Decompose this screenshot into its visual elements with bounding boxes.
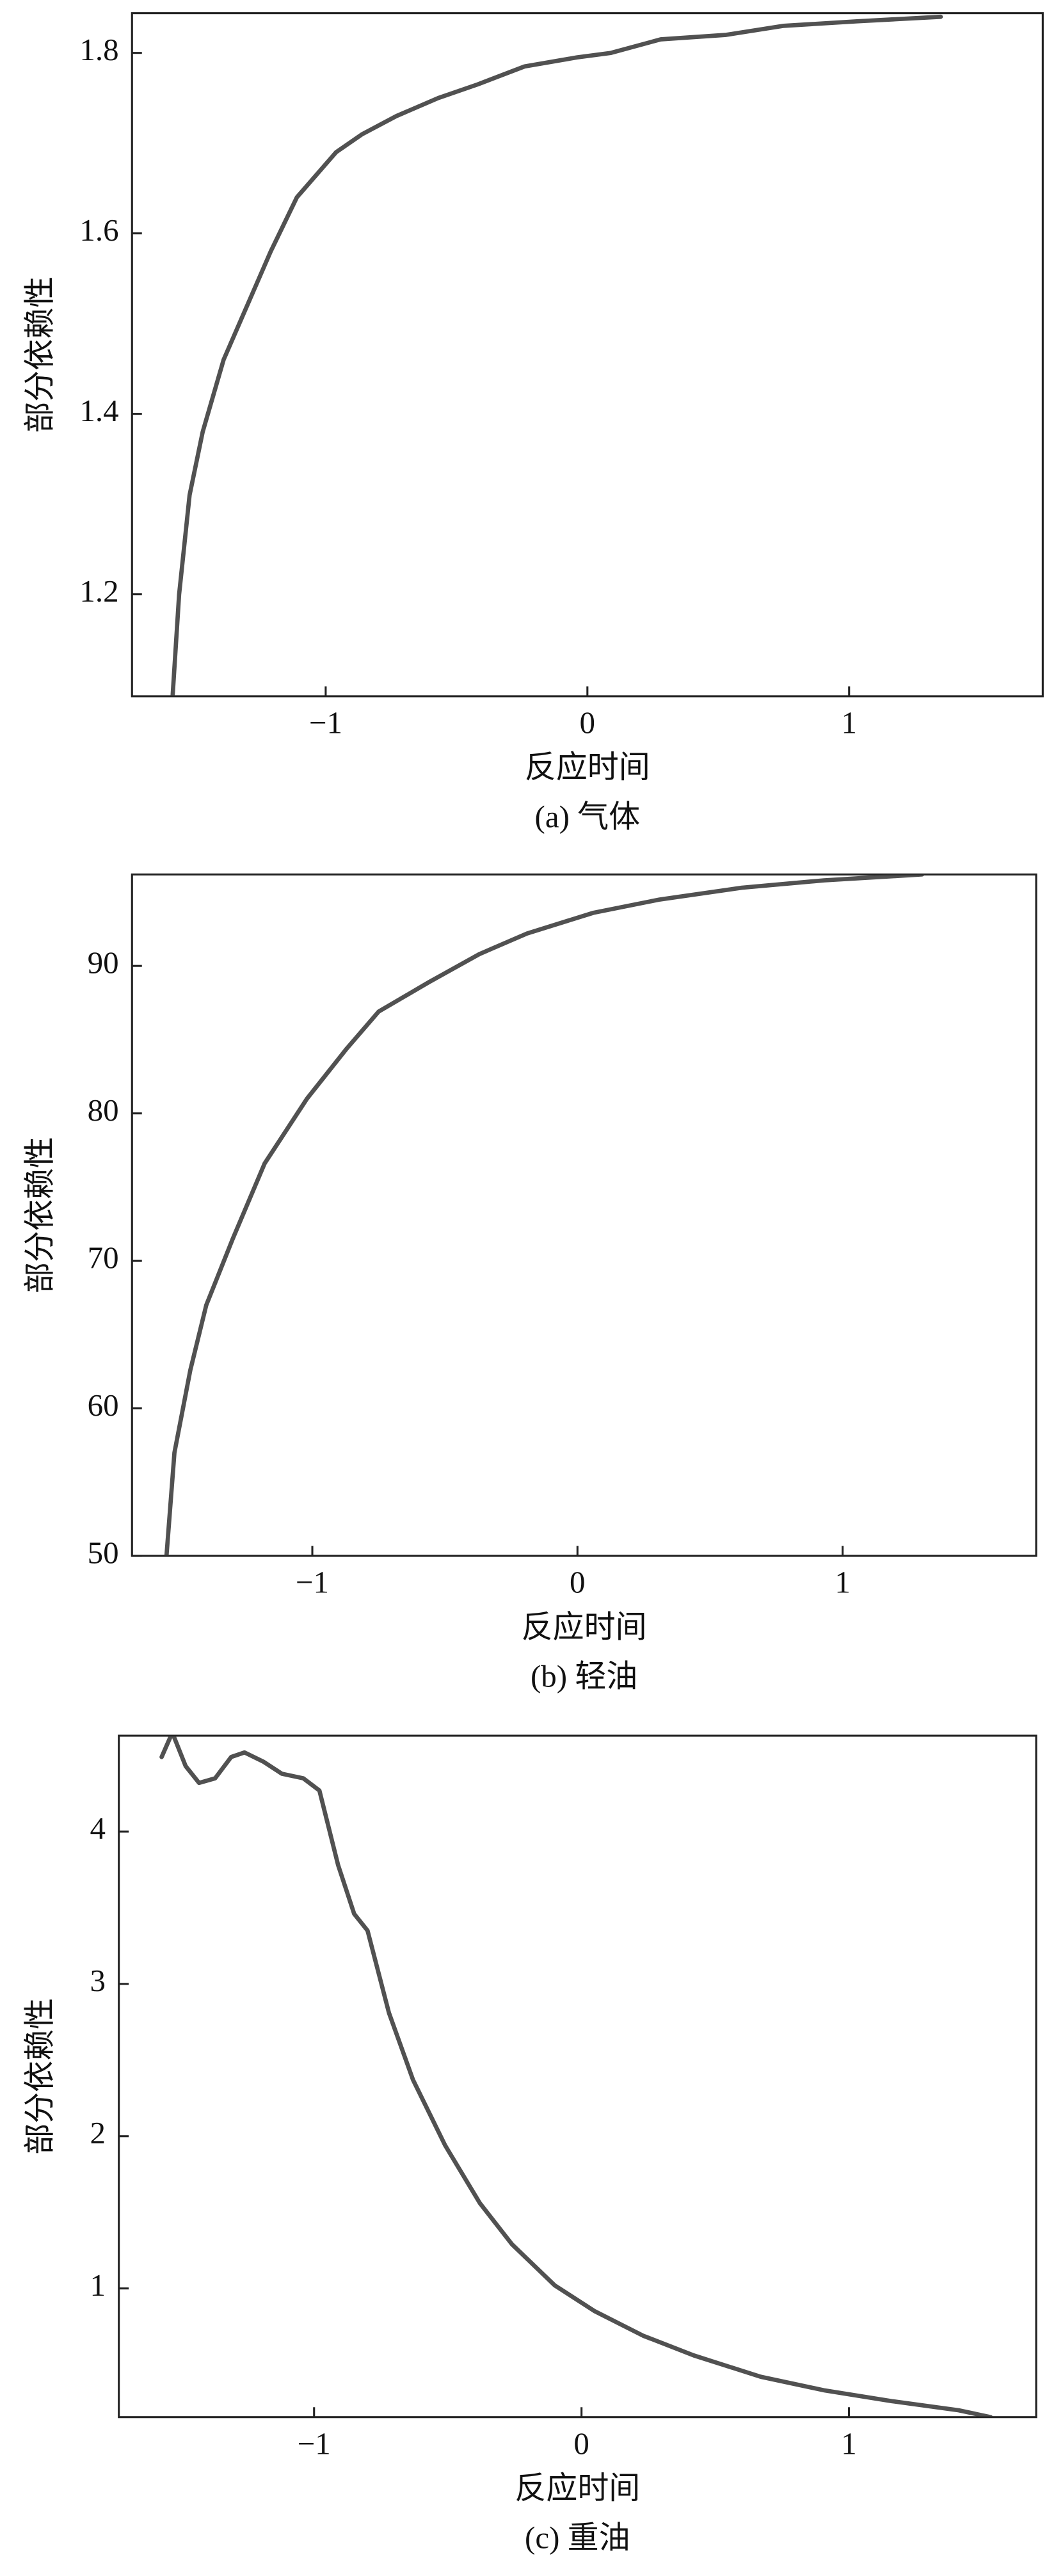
- y-tick-label: 1: [90, 2268, 106, 2303]
- caption: (a) 气体: [535, 799, 641, 834]
- y-tick-label: 1.6: [79, 212, 118, 248]
- x-axis-label: 反应时间: [525, 749, 650, 785]
- y-tick-label: 1.4: [79, 393, 118, 428]
- x-tick-label: 0: [573, 2426, 589, 2461]
- y-tick-label: 50: [88, 1535, 119, 1570]
- plot-frame: [118, 1734, 1037, 2419]
- x-tick-label: −1: [309, 705, 342, 740]
- x-tick-label: 1: [841, 705, 856, 740]
- y-tick-label: 1.8: [79, 32, 118, 67]
- plot-frame: [131, 12, 1044, 698]
- x-tick-label: 0: [580, 705, 595, 740]
- y-axis-label: 部分依赖性: [22, 276, 57, 433]
- x-tick-label: 1: [841, 2426, 856, 2461]
- y-tick-label: 3: [90, 1963, 106, 1998]
- x-tick-label: −1: [298, 2426, 331, 2461]
- y-tick-label: 60: [88, 1388, 119, 1423]
- x-tick-label: 1: [835, 1565, 850, 1600]
- y-tick-label: 70: [88, 1240, 119, 1275]
- chart: −1 0 1 50 60 70 80 90 反应时间 (b) 轻油 部分依赖性: [22, 873, 1037, 1694]
- plot-frame: [131, 873, 1037, 1557]
- chart: −1 0 1 1.2 1.4 1.6 1.8 反应时间 (a) 气体 部分依赖性: [22, 12, 1044, 834]
- x-tick-label: −1: [296, 1565, 329, 1600]
- x-tick-label: 0: [570, 1565, 585, 1600]
- x-axis-label: 反应时间: [515, 2470, 640, 2506]
- line: [159, 1736, 993, 2417]
- line: [164, 874, 925, 1556]
- y-tick-label: 90: [88, 945, 119, 980]
- caption: (c) 重油: [525, 2520, 630, 2555]
- y-axis-label: 部分依赖性: [22, 1998, 57, 2155]
- y-tick-label: 80: [88, 1092, 119, 1128]
- chart: −1 0 1 1 2 3 4 反应时间 (c) 重油 部分依赖性: [22, 1734, 1037, 2555]
- y-tick-label: 2: [90, 2115, 106, 2150]
- y-axis-label: 部分依赖性: [22, 1137, 57, 1293]
- x-axis-label: 反应时间: [522, 1609, 647, 1644]
- line: [170, 14, 943, 696]
- caption: (b) 轻油: [531, 1659, 637, 1694]
- y-tick-label: 1.2: [79, 573, 118, 609]
- y-tick-label: 4: [90, 1811, 106, 1846]
